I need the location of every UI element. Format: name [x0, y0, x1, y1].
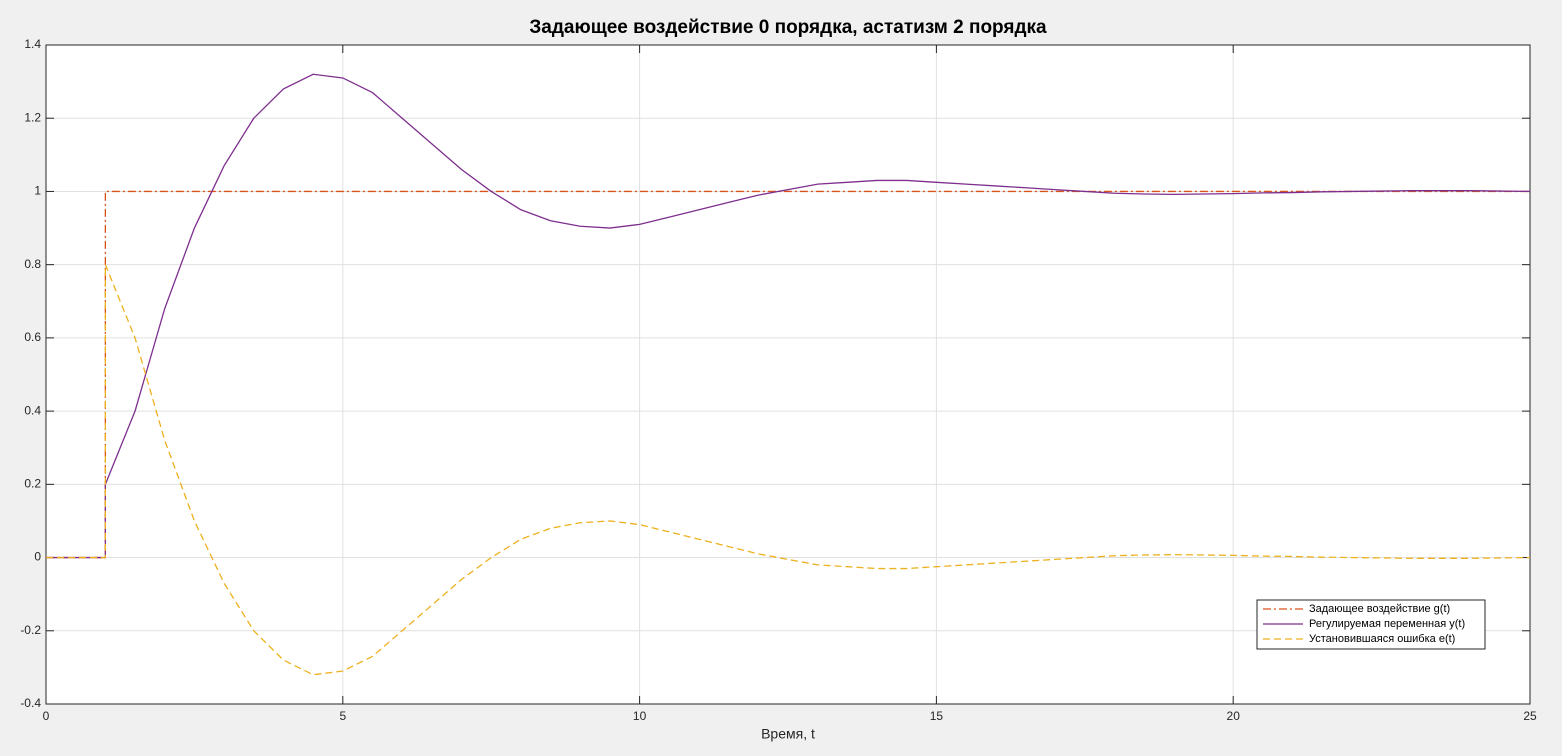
y-tick-label: 0.8 [24, 257, 41, 271]
x-axis-label: Время, t [761, 726, 815, 742]
y-tick-label: -0.2 [20, 623, 41, 637]
y-tick-label: 0.2 [24, 477, 41, 491]
y-tick-label: 1.4 [24, 37, 41, 51]
axes-box [45, 44, 1531, 705]
series-line [46, 190, 1530, 559]
x-tick-label: 20 [1227, 709, 1241, 723]
y-tick-label: 0.6 [24, 330, 41, 344]
chart-title: Задающее воздействие 0 порядка, астатизм… [529, 17, 1047, 38]
y-tick-label: 1.2 [24, 110, 41, 124]
x-tick-label: 10 [633, 709, 647, 723]
series-line [46, 73, 1531, 559]
legend-label: Задающее воздействие g(t) [1309, 603, 1450, 615]
legend-label: Регулируемая переменная y(t) [1309, 618, 1465, 630]
y-tick-label: 0 [34, 550, 41, 564]
y-tick-label: 1 [34, 184, 41, 198]
x-tick-label: 5 [339, 709, 346, 723]
y-tick-label: -0.4 [20, 696, 41, 710]
legend-label: Установившаяся ошибка e(t) [1309, 633, 1455, 645]
x-tick-label: 15 [930, 709, 944, 723]
plot-area [46, 45, 1530, 704]
x-tick-label: 25 [1523, 709, 1537, 723]
x-tick-label: 0 [43, 709, 50, 723]
y-tick-label: 0.4 [24, 403, 41, 417]
